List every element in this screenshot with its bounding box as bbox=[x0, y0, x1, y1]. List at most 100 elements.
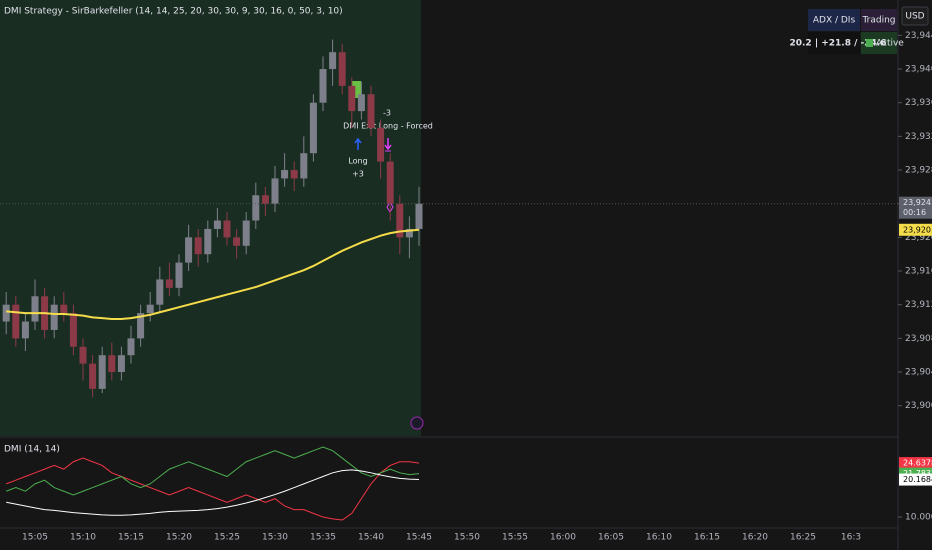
last-price-box bbox=[899, 196, 932, 219]
currency: USD bbox=[905, 12, 924, 22]
candle-body bbox=[31, 296, 39, 322]
table-header-cell bbox=[861, 9, 897, 31]
table-value: 20.2 | +21.8 / -24.6 bbox=[789, 39, 886, 49]
session-shading bbox=[0, 0, 421, 436]
table-header: Trading bbox=[861, 16, 895, 26]
x-tick-label: 16:20 bbox=[742, 533, 768, 543]
candle-body bbox=[117, 355, 125, 373]
candle-body bbox=[98, 355, 106, 389]
dmi-value-label: 20.1684 bbox=[903, 475, 932, 484]
x-tick-label: 15:05 bbox=[22, 533, 48, 543]
candle-body bbox=[185, 237, 193, 263]
countdown: 00:16 bbox=[903, 208, 926, 217]
candle-body bbox=[377, 127, 385, 162]
y-tick-label: 10.0000 bbox=[905, 513, 932, 523]
entry-marker bbox=[352, 81, 361, 98]
candle-body bbox=[50, 304, 58, 330]
candle-body bbox=[367, 94, 375, 128]
candle-body bbox=[156, 279, 164, 305]
x-tick-label: 15:10 bbox=[70, 533, 96, 543]
annotation: -3 bbox=[383, 109, 391, 118]
candle-body bbox=[386, 161, 394, 204]
candle-body bbox=[146, 304, 154, 314]
x-tick-label: 15:40 bbox=[358, 533, 384, 543]
candle-body bbox=[233, 237, 241, 246]
y-tick-label: 23,912.00 bbox=[905, 300, 932, 310]
x-tick-label: 15:35 bbox=[310, 533, 336, 543]
candle-body bbox=[12, 304, 20, 339]
candle-body bbox=[396, 203, 404, 238]
table-header-cell bbox=[808, 9, 860, 31]
x-tick-label: 16:3 bbox=[841, 533, 861, 543]
y-tick-label: 23,940.00 bbox=[905, 65, 932, 75]
long-arrow bbox=[354, 137, 362, 150]
annotation: Long bbox=[348, 157, 367, 166]
candle-body bbox=[319, 69, 327, 103]
y-tick-label: 23,928.00 bbox=[905, 166, 932, 176]
x-tick-label: 16:15 bbox=[694, 533, 720, 543]
candle-body bbox=[108, 355, 116, 373]
exit-arrow bbox=[384, 138, 392, 151]
candle-body bbox=[223, 220, 231, 238]
candle-body bbox=[357, 94, 365, 112]
y-tick-label: 23,944.00 bbox=[905, 31, 932, 41]
candle-body bbox=[175, 262, 183, 288]
candle-body bbox=[213, 220, 221, 229]
dmi-line bbox=[6, 457, 420, 521]
candle-body bbox=[69, 313, 77, 347]
candle-body bbox=[338, 52, 346, 86]
moving-average bbox=[6, 228, 420, 321]
table-cell bbox=[861, 32, 897, 54]
x-tick-label: 16:10 bbox=[646, 533, 672, 543]
candle-body bbox=[89, 363, 97, 389]
y-tick-label: 23,904.00 bbox=[905, 368, 932, 378]
candle-body bbox=[415, 203, 423, 229]
dmi-line bbox=[6, 469, 420, 516]
x-tick-label: 16:25 bbox=[790, 533, 816, 543]
y-tick-label: 23,900.00 bbox=[905, 401, 932, 411]
ma-price-box bbox=[899, 223, 932, 236]
active-icon bbox=[866, 39, 873, 47]
candle-body bbox=[281, 170, 289, 179]
x-tick-label: 15:20 bbox=[166, 533, 192, 543]
x-tick-label: 15:55 bbox=[502, 533, 528, 543]
table-header: ADX / DIs bbox=[813, 16, 856, 26]
candle-body bbox=[204, 228, 212, 255]
dmi-value-box bbox=[899, 457, 932, 470]
x-tick-label: 16:00 bbox=[550, 533, 576, 543]
strategy-title: DMI Strategy - SirBarkefeller (14, 14, 2… bbox=[4, 7, 343, 17]
ma-price-label: 23,920.90 bbox=[903, 225, 932, 234]
x-tick-label: 15:30 bbox=[262, 533, 288, 543]
y-tick-label: 23,932.00 bbox=[905, 132, 932, 142]
candle-body bbox=[242, 220, 250, 246]
y-tick-label: 23,936.00 bbox=[905, 98, 932, 108]
candle-body bbox=[127, 338, 135, 356]
table-value: Active bbox=[876, 39, 904, 49]
candle-body bbox=[252, 195, 260, 221]
candle-body bbox=[2, 304, 10, 322]
y-tick-label: 23,916.00 bbox=[905, 267, 932, 277]
candle-body bbox=[261, 195, 269, 204]
candle-body bbox=[165, 279, 173, 288]
candle-body bbox=[309, 102, 317, 154]
last-price-label: 23,924.00 bbox=[903, 198, 932, 207]
dmi-value-box bbox=[899, 473, 932, 486]
y-tick-label: 23,920.00 bbox=[905, 233, 932, 243]
candle-body bbox=[348, 85, 356, 112]
candle-body bbox=[405, 228, 413, 238]
table-cell bbox=[808, 32, 860, 54]
candle-body bbox=[21, 321, 29, 339]
x-tick-label: 15:25 bbox=[214, 533, 240, 543]
candle-body bbox=[329, 52, 337, 70]
x-tick-label: 15:45 bbox=[406, 533, 432, 543]
currency-box[interactable] bbox=[901, 6, 929, 26]
annotation: +3 bbox=[352, 170, 364, 179]
dmi-title: DMI (14, 14) bbox=[4, 445, 60, 455]
dmi-value-label: 24.6378 bbox=[903, 459, 932, 468]
alert-icon[interactable] bbox=[410, 416, 424, 430]
dmi-line bbox=[6, 446, 420, 496]
candle-body bbox=[290, 170, 298, 179]
annotation: DMI Exit Long - Forced bbox=[343, 122, 433, 131]
y-tick-label: 23,908.00 bbox=[905, 334, 932, 344]
